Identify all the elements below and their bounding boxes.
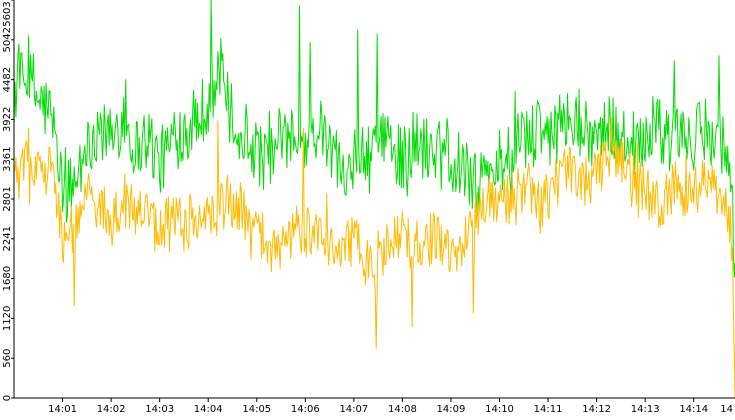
series-line-1 [13,0,735,278]
y-tick-label: 560 [2,349,13,368]
series-layer [13,0,735,399]
x-tick-label: 14:02 [97,404,126,415]
y-tick-label: 2801 [2,186,13,211]
x-tick-label: 14:01 [48,404,77,415]
x-tick-label: 14:12 [582,404,611,415]
x-tick-label: 14:07 [339,404,368,415]
x-tick-label: 14:09 [437,404,466,415]
x-tick-label: 14:10 [485,404,514,415]
y-tick-label: 1120 [2,306,13,331]
x-tick-label: 14:05 [242,404,271,415]
x-tick-label: 14:03 [145,404,174,415]
x-tick-label: 14:06 [291,404,320,415]
x-tick-label: 14:04 [194,404,223,415]
y-tick-label: 5042 [2,27,13,52]
y-tick-label: 5603 [2,1,13,26]
y-tick-label: 2241 [2,226,13,251]
x-tick-label: 14:13 [631,404,660,415]
y-tick-label: 3361 [2,146,13,171]
series-line-2 [13,116,735,399]
x-tick-label: 14:08 [388,404,417,415]
x-tick-label: 14:11 [534,404,563,415]
y-tick-label: 4482 [2,67,13,92]
y-tick-label: 1680 [2,266,13,291]
x-tick-label: 14 [720,404,733,415]
y-tick-label: 0 [2,395,13,401]
x-tick-label: 14:14 [679,404,708,415]
y-tick-label: 3922 [2,107,13,132]
